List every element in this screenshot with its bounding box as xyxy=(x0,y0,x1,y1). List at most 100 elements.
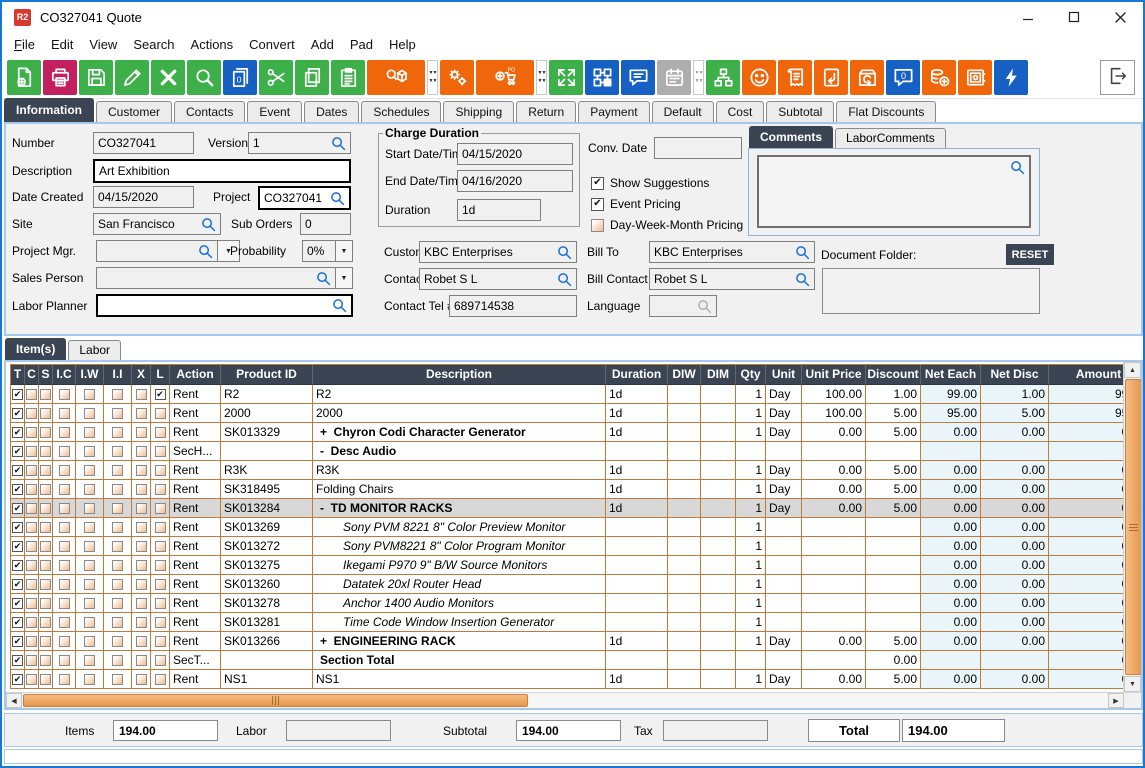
cell-l-flag[interactable] xyxy=(151,632,170,651)
cell-qty[interactable] xyxy=(736,442,766,461)
cell-unit-price[interactable]: 0.00 xyxy=(802,480,866,499)
cell-unit[interactable] xyxy=(766,651,802,670)
cell-ii-flag[interactable] xyxy=(104,499,132,518)
checkbox[interactable] xyxy=(135,445,147,457)
checkbox[interactable] xyxy=(26,654,37,666)
cell-net-disc[interactable]: 0.00 xyxy=(981,537,1049,556)
cell-dim[interactable] xyxy=(701,385,736,404)
search-button[interactable] xyxy=(187,59,221,95)
checkbox[interactable] xyxy=(26,635,37,647)
cell-discount[interactable]: 5.00 xyxy=(866,461,921,480)
copy-button[interactable] xyxy=(295,59,329,95)
cell-net-each[interactable] xyxy=(921,442,981,461)
cell-x-flag[interactable] xyxy=(132,537,151,556)
cell-s-flag[interactable] xyxy=(39,385,53,404)
checkbox[interactable] xyxy=(84,502,95,514)
cell-discount[interactable]: 5.00 xyxy=(866,480,921,499)
cell-qty[interactable]: 1 xyxy=(736,385,766,404)
cell-product-id[interactable]: SK013266 xyxy=(221,632,313,651)
horizontal-scroll-thumb[interactable] xyxy=(23,694,528,707)
checkbox[interactable] xyxy=(40,521,51,533)
checkbox[interactable] xyxy=(84,578,95,590)
checkbox[interactable] xyxy=(84,616,95,628)
date-created-field[interactable]: 04/15/2020 xyxy=(93,186,194,208)
cell-net-each[interactable]: 0.00 xyxy=(921,632,981,651)
cell-duration[interactable]: 1d xyxy=(606,670,668,689)
cell-s-flag[interactable] xyxy=(39,632,53,651)
cell-diw[interactable] xyxy=(668,594,701,613)
checkbox[interactable] xyxy=(154,673,166,685)
cell-net-each[interactable]: 0.00 xyxy=(921,537,981,556)
search-icon[interactable] xyxy=(557,245,572,260)
search-items-button[interactable] xyxy=(367,59,425,95)
checkbox[interactable] xyxy=(591,176,604,190)
cell-l-flag[interactable] xyxy=(151,404,170,423)
cell-duration[interactable] xyxy=(606,613,668,632)
number-field[interactable]: CO327041 xyxy=(93,132,194,154)
checkbox[interactable] xyxy=(26,426,37,438)
checkbox[interactable] xyxy=(154,597,166,609)
option-event-pricing[interactable]: Event Pricing xyxy=(591,197,681,211)
cell-action[interactable]: SecT... xyxy=(170,651,221,670)
checkbox[interactable] xyxy=(135,388,147,400)
checkbox[interactable] xyxy=(58,540,70,552)
cell-unit[interactable] xyxy=(766,575,802,594)
cell-ic-flag[interactable] xyxy=(53,613,76,632)
checkbox[interactable] xyxy=(112,654,123,666)
checkbox[interactable] xyxy=(12,388,23,400)
cell-net-disc[interactable]: 0.00 xyxy=(981,613,1049,632)
cell-net-disc[interactable]: 0.00 xyxy=(981,594,1049,613)
checkbox[interactable] xyxy=(40,616,51,628)
cell-l-flag[interactable] xyxy=(151,613,170,632)
end-date-field[interactable]: 04/16/2020 xyxy=(457,170,573,192)
cell-l-flag[interactable] xyxy=(151,537,170,556)
checkbox[interactable] xyxy=(591,197,604,211)
delete-button[interactable] xyxy=(151,59,185,95)
cell-ii-flag[interactable] xyxy=(104,442,132,461)
cell-qty[interactable]: 1 xyxy=(736,537,766,556)
duration-field[interactable]: 1d xyxy=(457,199,541,221)
cell-net-disc[interactable]: 0.00 xyxy=(981,499,1049,518)
cell-diw[interactable] xyxy=(668,385,701,404)
conv-date-field[interactable] xyxy=(654,137,742,159)
checkbox[interactable] xyxy=(84,445,95,457)
cell-product-id[interactable]: NS1 xyxy=(221,670,313,689)
checkbox[interactable] xyxy=(26,521,37,533)
cell-l-flag[interactable] xyxy=(151,556,170,575)
cell-c-flag[interactable] xyxy=(25,651,39,670)
column-header-qty[interactable]: Qty xyxy=(736,365,766,385)
checkbox[interactable] xyxy=(135,483,147,495)
cell-t-flag[interactable] xyxy=(11,442,25,461)
checkbox[interactable] xyxy=(58,521,70,533)
cell-net-each[interactable]: 0.00 xyxy=(921,556,981,575)
column-header-l[interactable]: L xyxy=(151,365,170,385)
cell-description[interactable]: + Chyron Codi Character Generator xyxy=(313,423,606,442)
cell-iw-flag[interactable] xyxy=(76,480,104,499)
cell-unit-price[interactable] xyxy=(802,518,866,537)
cell-discount[interactable]: 5.00 xyxy=(866,670,921,689)
cell-ic-flag[interactable] xyxy=(53,518,76,537)
checkbox[interactable] xyxy=(40,464,51,476)
cell-ii-flag[interactable] xyxy=(104,575,132,594)
tab-schedules[interactable]: Schedules xyxy=(361,101,442,122)
checkbox[interactable] xyxy=(12,597,23,609)
add-po-button-dropdown[interactable]: ▼▼ ▼▼ xyxy=(536,59,547,95)
cell-ii-flag[interactable] xyxy=(104,461,132,480)
cell-qty[interactable]: 1 xyxy=(736,556,766,575)
cell-x-flag[interactable] xyxy=(132,423,151,442)
cell-discount[interactable] xyxy=(866,442,921,461)
cell-unit[interactable]: Day xyxy=(766,632,802,651)
edit-button[interactable] xyxy=(115,59,149,95)
checkbox[interactable] xyxy=(112,673,123,685)
cell-t-flag[interactable] xyxy=(11,575,25,594)
cell-action[interactable]: Rent xyxy=(170,632,221,651)
cell-s-flag[interactable] xyxy=(39,442,53,461)
checkbox[interactable] xyxy=(135,502,147,514)
cell-dim[interactable] xyxy=(701,575,736,594)
checkbox[interactable] xyxy=(12,540,23,552)
comments-button[interactable] xyxy=(621,59,655,95)
cell-s-flag[interactable] xyxy=(39,670,53,689)
